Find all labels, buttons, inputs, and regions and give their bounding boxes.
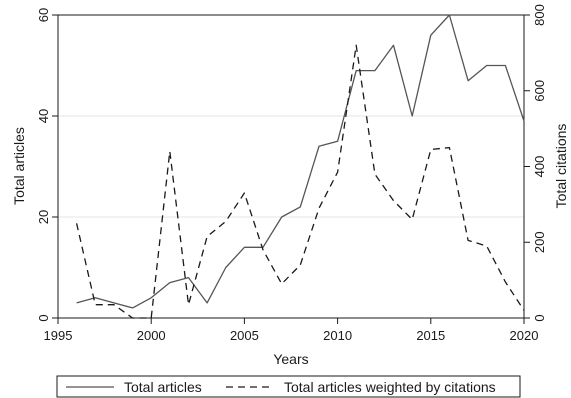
y2-axis-label: Total citations xyxy=(553,124,569,209)
x-tick-label-2005: 2005 xyxy=(230,328,259,343)
series-layer xyxy=(75,14,525,319)
y2-tick-label-0: 0 xyxy=(532,314,547,321)
legend: Total articles Total articles weighted b… xyxy=(56,375,521,398)
x-tick-label-2010: 2010 xyxy=(323,328,352,343)
x-axis-label: Years xyxy=(273,351,308,367)
y-tick-label-60: 60 xyxy=(36,8,51,22)
x-tick-label-1995: 1995 xyxy=(44,328,73,343)
y-tick-label-0: 0 xyxy=(36,314,51,321)
y2-tick-label-600: 600 xyxy=(532,80,547,102)
y2-tick-label-800: 800 xyxy=(532,4,547,26)
legend-box xyxy=(56,375,521,398)
axes: 1995 2000 2005 2010 2015 20200204060020040060… xyxy=(36,4,547,343)
y2-tick-label-200: 200 xyxy=(532,231,547,253)
y-tick-label-40: 40 xyxy=(36,109,51,123)
legend-label-weighted-by-citations: Total articles weighted by citations xyxy=(284,379,496,395)
x-tick-label-2020: 2020 xyxy=(510,328,539,343)
y2-tick-label-400: 400 xyxy=(532,156,547,178)
series-line-weighted-by-citations xyxy=(75,44,525,319)
x-tick-label-2015: 2015 xyxy=(416,328,445,343)
series-line-total-articles xyxy=(76,14,525,309)
legend-label-total-articles: Total articles xyxy=(124,379,202,395)
x-tick-label-2000: 2000 xyxy=(137,328,166,343)
y-tick-label-20: 20 xyxy=(36,210,51,224)
y-axis-label: Total articles xyxy=(11,127,27,205)
